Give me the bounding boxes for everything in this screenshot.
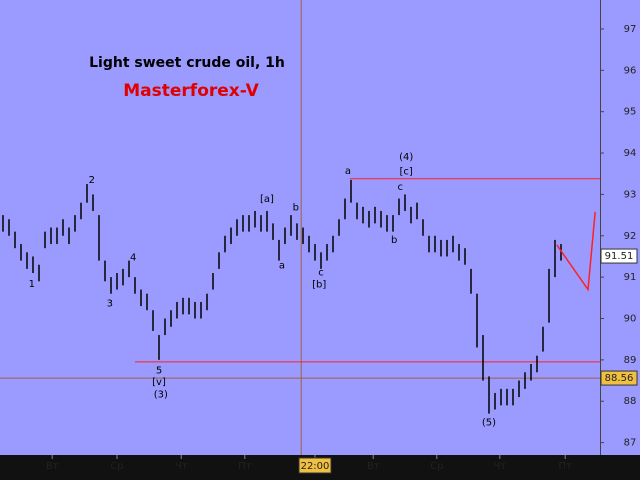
- x-tick-label: Вт: [46, 461, 59, 472]
- wave-label: 5: [156, 366, 162, 377]
- x-tick-highlight: [298, 457, 332, 474]
- x-tick-label: Ср: [430, 461, 443, 472]
- x-tick-label: Чт: [175, 461, 188, 472]
- y-tick-label: 94: [624, 148, 637, 159]
- chart-title: Light sweet crude oil, 1h: [89, 55, 285, 71]
- wave-label: c: [318, 268, 324, 279]
- chart-subtitle: Masterforex-V: [123, 81, 259, 101]
- wave-label: c: [397, 182, 403, 193]
- wave-label: (3): [154, 390, 168, 401]
- cursor-price-label: 88.56: [605, 373, 634, 384]
- y-tick-label: 95: [624, 107, 637, 118]
- y-tick-label: 91: [624, 272, 637, 283]
- y-tick-label: 96: [624, 65, 637, 76]
- y-tick-label: 97: [624, 24, 637, 35]
- y-tick-label: 93: [624, 189, 637, 200]
- last-price-label: 91.51: [605, 251, 634, 262]
- wave-label: 4: [130, 253, 136, 264]
- wave-label: 2: [89, 175, 95, 186]
- x-tick-label: Пт: [238, 461, 252, 472]
- x-tick-label: Чт: [493, 461, 506, 472]
- wave-label: [c]: [400, 167, 413, 178]
- wave-label: 1: [29, 279, 35, 290]
- y-tick-label: 92: [624, 231, 637, 242]
- wave-label: a: [345, 166, 351, 177]
- wave-label: (5): [482, 418, 496, 429]
- y-tick-label: 87: [624, 438, 637, 449]
- wave-label: [b]: [312, 280, 326, 291]
- forecast-line: [556, 211, 596, 292]
- wave-label: a: [279, 261, 285, 272]
- y-tick-label: 88: [624, 396, 637, 407]
- x-tick-label: Пт: [559, 461, 573, 472]
- y-tick-label: 89: [624, 355, 637, 366]
- y-tick-label: 90: [624, 314, 637, 325]
- x-tick-label: Ср: [110, 461, 123, 472]
- wave-label: (4): [399, 152, 413, 163]
- wave-label: 3: [107, 299, 113, 310]
- wave-label: [v]: [152, 377, 166, 388]
- wave-label: b: [293, 203, 299, 214]
- last-price-box: [600, 248, 638, 264]
- wave-label: b: [391, 235, 397, 246]
- cursor-price-box: [600, 370, 638, 386]
- wave-label: [a]: [260, 194, 274, 205]
- x-tick-label: 22:00: [301, 461, 330, 472]
- x-tick-label: Вт: [367, 461, 380, 472]
